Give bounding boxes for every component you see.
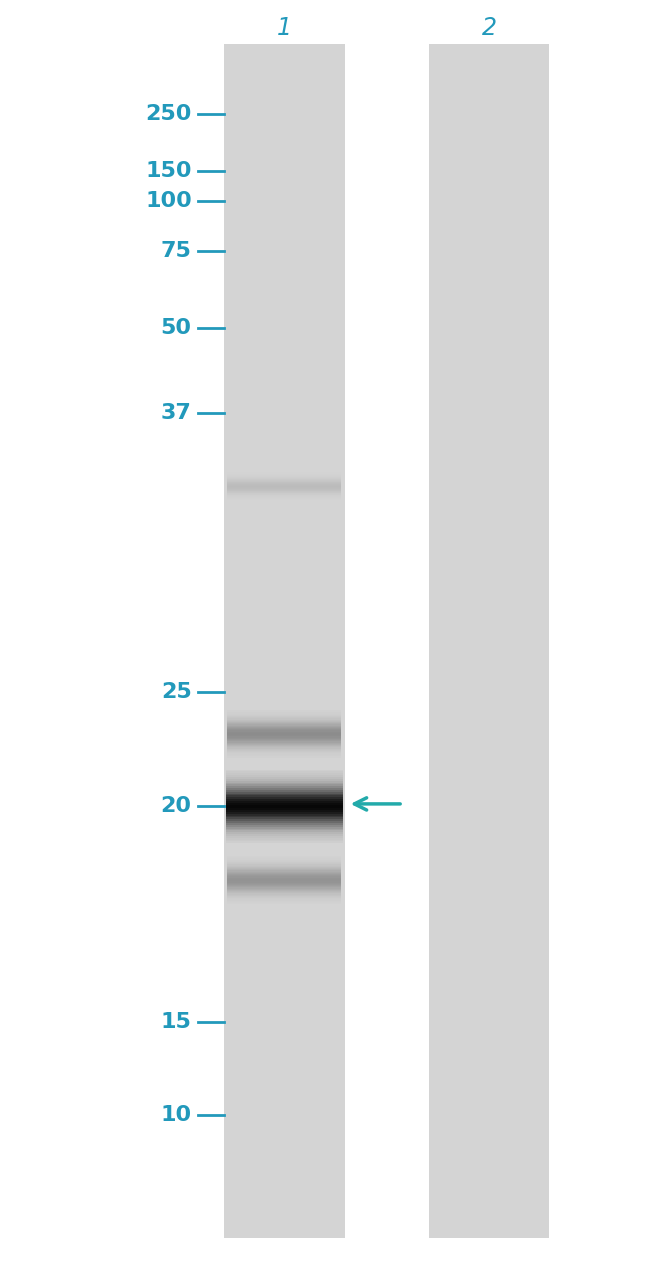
Bar bbox=[226, 822, 343, 823]
Bar bbox=[226, 786, 343, 787]
Bar bbox=[226, 773, 343, 775]
Bar bbox=[226, 812, 343, 814]
Text: 25: 25 bbox=[161, 682, 192, 702]
Bar bbox=[226, 777, 343, 779]
Bar bbox=[226, 810, 343, 812]
Bar bbox=[226, 823, 343, 826]
Bar bbox=[226, 842, 343, 843]
Text: 250: 250 bbox=[146, 104, 192, 124]
Text: 1: 1 bbox=[277, 17, 292, 39]
Bar bbox=[226, 798, 343, 799]
Text: 75: 75 bbox=[161, 241, 192, 262]
Text: 15: 15 bbox=[161, 1012, 192, 1033]
Bar bbox=[226, 815, 343, 818]
Bar bbox=[226, 787, 343, 790]
Bar bbox=[226, 839, 343, 842]
Bar bbox=[226, 775, 343, 777]
Bar bbox=[226, 805, 343, 806]
Bar bbox=[226, 827, 343, 828]
Bar bbox=[226, 808, 343, 810]
Bar bbox=[226, 832, 343, 834]
Bar bbox=[226, 779, 343, 781]
Text: 20: 20 bbox=[161, 796, 192, 817]
Bar bbox=[226, 770, 343, 771]
Bar bbox=[226, 828, 343, 831]
Bar bbox=[226, 814, 343, 815]
Bar bbox=[429, 44, 549, 1238]
Bar bbox=[226, 801, 343, 803]
Bar bbox=[226, 794, 343, 795]
Text: 50: 50 bbox=[161, 318, 192, 338]
Bar bbox=[226, 799, 343, 801]
Bar bbox=[226, 803, 343, 805]
Text: 2: 2 bbox=[482, 17, 497, 39]
Bar bbox=[226, 771, 343, 773]
Bar bbox=[226, 806, 343, 808]
Bar bbox=[224, 44, 344, 1238]
Text: 10: 10 bbox=[161, 1105, 192, 1125]
Bar bbox=[226, 838, 343, 839]
Text: 37: 37 bbox=[161, 403, 192, 423]
Bar bbox=[226, 781, 343, 782]
Bar bbox=[226, 836, 343, 838]
Bar bbox=[226, 826, 343, 827]
Bar bbox=[226, 791, 343, 794]
Bar bbox=[226, 795, 343, 798]
Bar bbox=[226, 831, 343, 832]
Bar bbox=[226, 834, 343, 836]
Bar bbox=[226, 782, 343, 785]
Bar bbox=[226, 818, 343, 819]
Bar bbox=[226, 790, 343, 791]
Text: 100: 100 bbox=[145, 190, 192, 211]
Bar bbox=[226, 819, 343, 822]
Bar bbox=[226, 785, 343, 786]
Text: 150: 150 bbox=[145, 161, 192, 182]
